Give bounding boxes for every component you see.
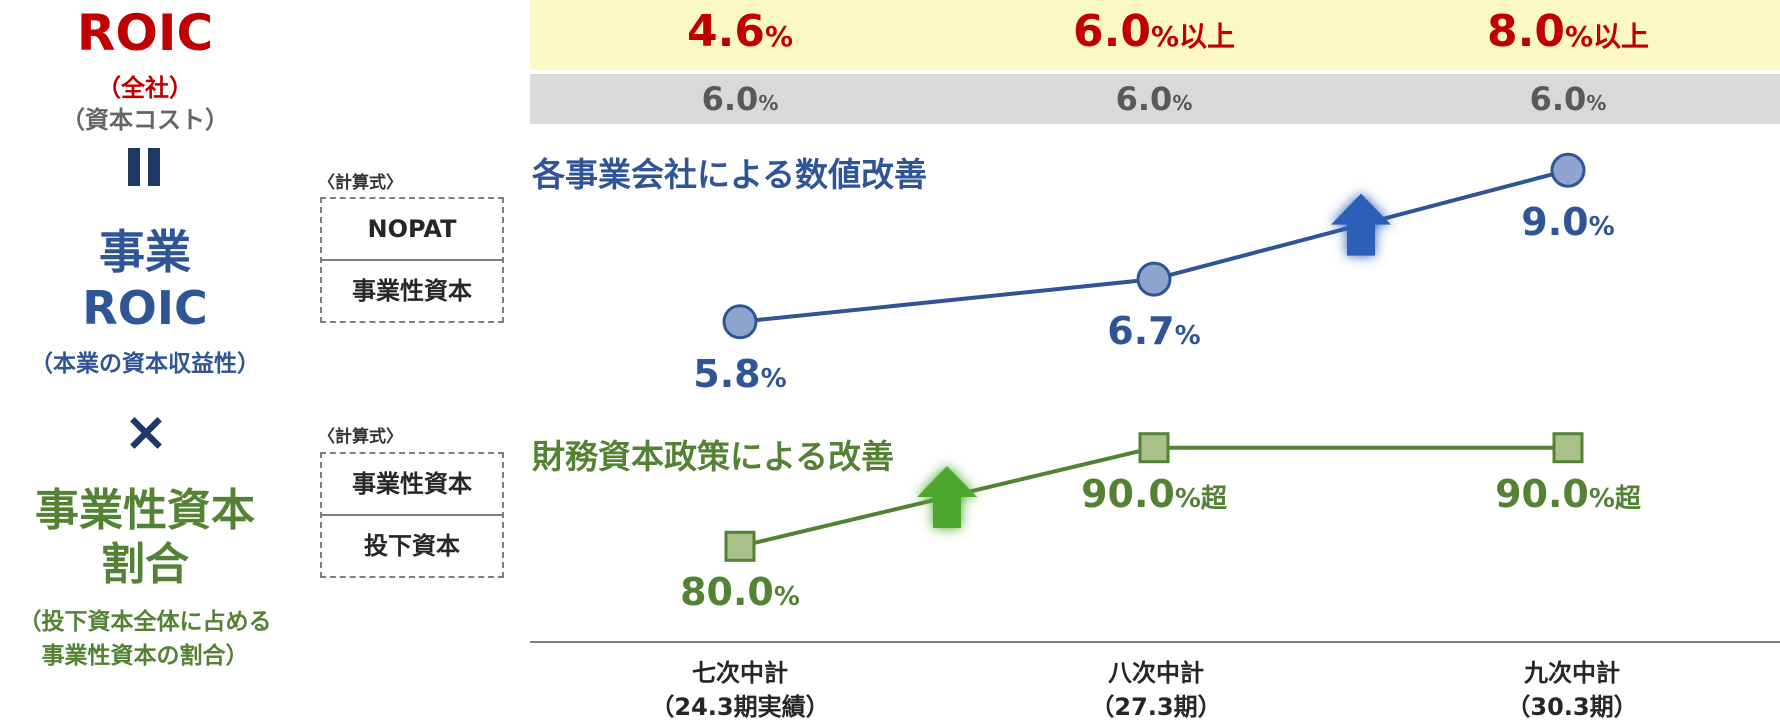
formula-box-capital-ratio: 事業性資本 投下資本 <box>320 452 504 578</box>
business-roic-line <box>739 168 1569 324</box>
formula-numerator: NOPAT <box>367 215 457 243</box>
business-roic-label-1: 5.8% <box>693 351 787 396</box>
x-category-2: 八次中計 （27.3期） <box>1016 656 1296 724</box>
formula-label-2: 〈計算式〉 <box>318 427 403 447</box>
capital-ratio-label-1: 80.0% <box>680 570 800 615</box>
roic-company-subtitle: （全社） <box>97 74 193 102</box>
cost-of-capital-band <box>530 74 1780 124</box>
x-category-name: 七次中計 <box>692 659 788 687</box>
equals-icon <box>128 148 162 186</box>
business-roic-point-3 <box>1550 152 1586 188</box>
formula-label-1: 〈計算式〉 <box>318 173 403 193</box>
capital-ratio-point-2 <box>1138 432 1170 464</box>
cost-value-3: 6.0% <box>1529 80 1607 118</box>
capital-ratio-subtitle-line2: 事業性資本の割合） <box>41 643 249 669</box>
up-arrow-icon <box>917 466 977 528</box>
business-roic-title-line2: ROIC <box>82 281 208 335</box>
improvement-arrows <box>917 193 1391 528</box>
multiply-icon: × <box>123 400 169 463</box>
x-category-period: （27.3期） <box>1090 693 1222 721</box>
financial-policy-improvement-title: 財務資本政策による改善 <box>532 437 895 476</box>
business-roic-series <box>722 152 1586 340</box>
cost-value-1: 6.0% <box>701 80 779 118</box>
business-roic-title-line1: 事業 <box>99 225 191 279</box>
x-category-name: 九次中計 <box>1524 659 1620 687</box>
formula-numerator: 事業性資本 <box>352 470 472 498</box>
business-roic-label-2: 6.7% <box>1107 309 1201 354</box>
business-roic-point-1 <box>722 304 758 340</box>
capital-ratio-subtitle-line1: （投下資本全体に占める <box>18 609 272 635</box>
business-roic-label-3: 9.0% <box>1521 200 1615 245</box>
formula-denominator: 事業性資本 <box>322 259 502 321</box>
capital-ratio-label-3: 90.0%超 <box>1495 471 1641 516</box>
x-axis-line <box>530 641 1780 643</box>
up-arrow-icon <box>1331 193 1391 256</box>
capital-ratio-title-line2: 割合 <box>101 539 189 590</box>
cost-of-capital-subtitle: （資本コスト） <box>61 106 229 134</box>
roic-value-3: 8.0%以上 <box>1486 6 1649 57</box>
capital-ratio-title-line1: 事業性資本 <box>35 485 255 536</box>
capital-ratio-label-2: 90.0%超 <box>1081 471 1227 516</box>
roic-target-band <box>530 0 1780 70</box>
roic-value-1: 4.6% <box>686 6 793 57</box>
formula-box-business-roic: NOPAT 事業性資本 <box>320 197 504 323</box>
capital-ratio-series <box>724 432 1584 562</box>
x-category-1: 七次中計 （24.3期実績） <box>600 656 880 724</box>
roic-title: ROIC <box>76 4 214 62</box>
formula-denominator: 投下資本 <box>322 514 502 576</box>
x-category-3: 九次中計 （30.3期） <box>1432 656 1712 724</box>
x-category-name: 八次中計 <box>1108 659 1204 687</box>
x-category-period: （30.3期） <box>1506 693 1638 721</box>
roic-value-2: 6.0%以上 <box>1072 6 1235 57</box>
x-category-period: （24.3期実績） <box>650 693 830 721</box>
business-improvement-title: 各事業会社による数値改善 <box>532 155 928 194</box>
business-roic-subtitle: （本業の資本収益性） <box>30 351 260 377</box>
cost-value-2: 6.0% <box>1115 80 1193 118</box>
capital-ratio-point-1 <box>724 530 756 562</box>
business-roic-point-2 <box>1136 261 1172 297</box>
capital-ratio-point-3 <box>1552 432 1584 464</box>
